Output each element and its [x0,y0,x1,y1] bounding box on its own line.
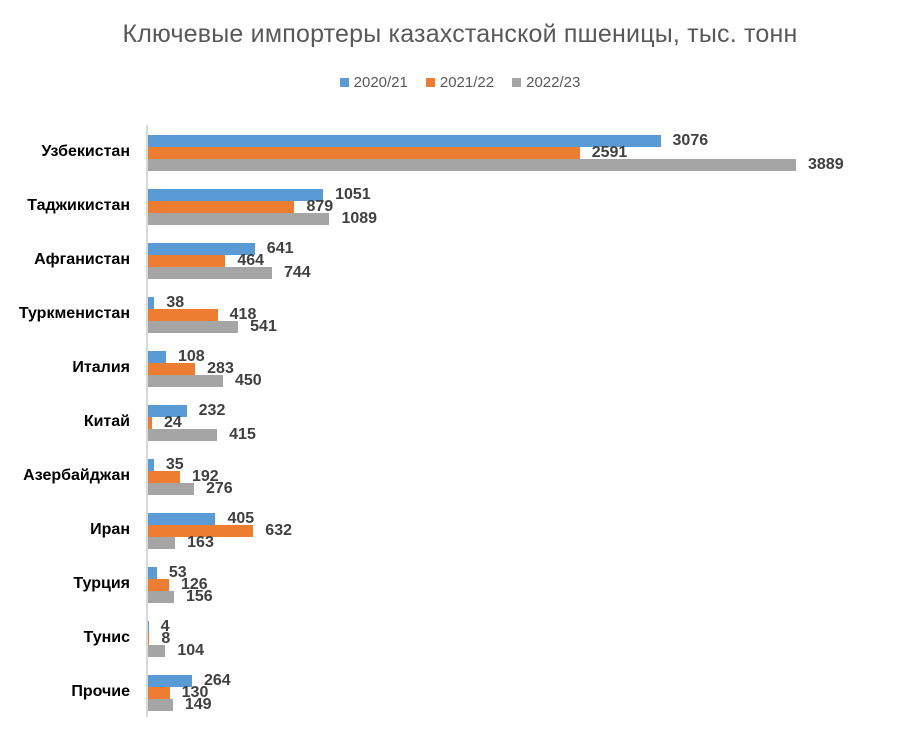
data-label: 3076 [672,132,709,149]
legend-label: 2020/21 [353,74,408,91]
data-label: 104 [177,642,205,659]
category-label: Узбекистан [41,143,130,160]
bar-2021-22 [148,525,254,537]
bar-2020-21 [148,189,324,201]
bar-2022-23 [148,537,176,549]
data-label: 163 [187,534,214,551]
bar-2020-21 [148,675,192,687]
data-label: 641 [266,240,294,257]
bar-2020-21 [148,513,216,525]
data-label: 283 [207,360,234,377]
category-label: Китай [83,413,130,430]
data-label: 1089 [341,210,378,227]
data-label: 130 [181,684,209,701]
data-label: 192 [191,468,219,485]
category-label: Азербайджан [23,467,130,484]
bar-2020-21 [148,351,166,363]
category-axis-line [146,125,148,717]
data-label: 744 [283,264,311,281]
legend-swatch-icon [425,78,435,87]
data-label: 8 [161,630,171,647]
legend-item-2022-23: 2022/23 [512,74,580,91]
category-label: Италия [72,359,130,376]
bar-2021-22 [148,417,152,429]
data-label: 53 [168,564,187,581]
data-label: 24 [163,414,182,431]
category-label: Таджикистан [27,197,130,214]
bar-2022-23 [148,429,218,441]
bar-2022-23 [148,213,330,225]
data-label: 108 [177,348,205,365]
bar-2022-23 [148,483,194,495]
category-label: Иран [90,521,130,538]
data-label: 879 [306,198,334,215]
data-label: 4 [160,618,170,635]
chart-title: Ключевые импортеры казахстанской пшеницы… [122,20,798,48]
bar-2020-21 [148,405,187,417]
category-label: Турция [73,575,130,592]
data-label: 276 [205,480,233,497]
category-label: Туркменистан [18,305,130,322]
legend-label: 2021/22 [439,74,495,91]
data-label: 2591 [591,144,628,161]
bar-2022-23 [148,645,166,657]
bar-2022-23 [148,375,223,387]
data-label: 149 [184,696,212,713]
bar-2021-22 [148,363,196,375]
bar-2021-22 [148,255,226,267]
legend-item-2020-21: 2020/21 [339,74,408,91]
bar-2020-21 [148,459,154,471]
category-label: Прочие [71,683,130,700]
bar-2020-21 [148,621,149,633]
bar-2021-22 [148,147,580,159]
bar-2022-23 [148,321,239,333]
bar-2021-22 [148,687,170,699]
data-label: 450 [234,372,262,389]
legend-swatch-icon [512,78,522,87]
bar-2021-22 [148,309,218,321]
bar-2020-21 [148,243,255,255]
bar-2021-22 [148,471,180,483]
legend-item-2021-22: 2021/22 [425,74,495,91]
bar-2021-22 [148,201,295,213]
bar-2021-22 [148,633,150,645]
data-label: 405 [227,510,255,527]
legend-label: 2022/23 [526,74,581,91]
legend-swatch-icon [339,78,349,87]
data-label: 35 [165,456,184,473]
category-label: Тунис [83,629,130,646]
bar-2022-23 [148,591,174,603]
data-label: 541 [250,318,277,335]
bar-2020-21 [148,297,155,309]
chart-legend: 2020/21 2021/22 2022/23 [0,74,920,91]
data-label: 232 [198,402,226,419]
bar-2022-23 [148,699,173,711]
bar-2022-23 [148,159,796,171]
data-label: 126 [180,576,208,593]
data-label: 3889 [808,156,844,173]
bar-2020-21 [148,567,157,579]
data-label: 38 [166,294,185,311]
bar-2020-21 [148,135,661,147]
data-label: 415 [229,426,256,443]
data-label: 156 [185,588,213,605]
bar-2022-23 [148,267,272,279]
data-label: 264 [203,672,231,689]
data-label: 418 [229,306,257,323]
data-label: 464 [237,252,265,269]
category-label: Афганистан [34,251,130,268]
data-label: 632 [265,522,292,539]
data-label: 1051 [335,186,371,203]
bar-2021-22 [148,579,169,591]
